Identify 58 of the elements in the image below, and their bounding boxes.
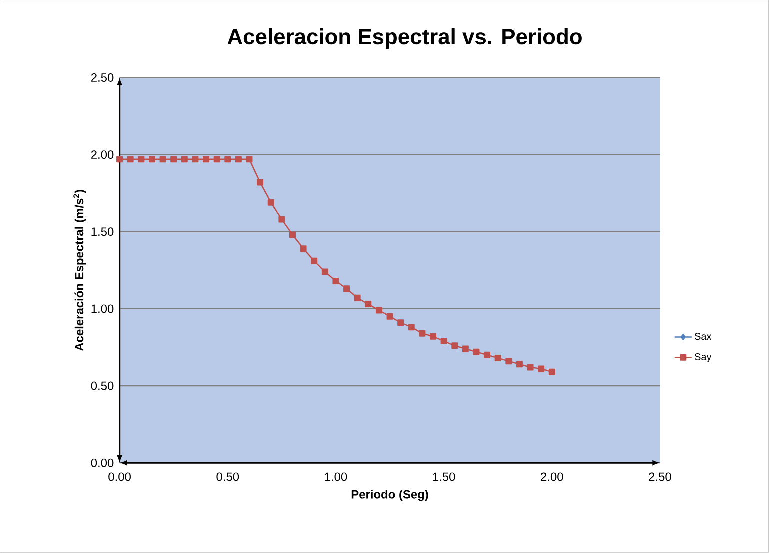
point [494,355,502,362]
point [300,246,307,252]
point [354,294,361,302]
point [548,368,556,376]
point [365,301,372,308]
point [538,366,545,372]
point [506,358,512,365]
point [224,156,232,163]
point [484,352,491,358]
point [278,216,286,223]
point [311,258,318,264]
x-tick-label: 1.50 [433,472,456,482]
point [203,156,210,163]
point [214,156,220,163]
y-tick-label: 0.50 [91,382,114,390]
point [116,156,124,163]
point [452,342,458,350]
point [344,286,350,292]
point [332,278,340,285]
point [440,338,448,345]
y-tick-label: 2.50 [91,74,114,82]
x-tick-label: 0.50 [216,472,240,482]
point [170,156,178,163]
legend-label: Say [694,354,712,363]
point [516,361,523,368]
point [138,156,145,163]
chart-title: Aceleracion Espectral vs. Periodo [228,28,582,50]
y-tick-label: 1.00 [92,304,114,314]
point [289,232,296,238]
point [322,268,328,276]
point [473,348,480,356]
point [268,199,274,206]
point [398,320,404,326]
point [430,334,436,340]
point [148,156,156,163]
point [235,156,242,163]
point [419,330,426,337]
point [527,364,534,371]
x-tick-label: 0.00 [108,472,131,482]
point [386,313,394,320]
point [246,156,253,163]
point [376,307,382,314]
y-tick-label: 2.00 [91,150,114,160]
legend-label: Sax [694,333,712,340]
point [127,156,134,163]
point [192,156,199,163]
x-axis-title: Periodo (Seg) [352,490,428,502]
point [160,156,166,163]
point [408,324,415,331]
y-tick-label: 0.00 [91,458,114,468]
point [257,179,264,186]
x-tick-label: 2.00 [541,472,564,482]
point [181,156,188,163]
point [462,346,469,352]
y-axis-title: Aceleración Espectral (m/s$^{2}$) [74,190,86,352]
y-tick-label: 1.50 [92,228,114,236]
x-tick-label: 1.00 [325,472,348,482]
x-tick-label: 2.50 [649,472,672,482]
